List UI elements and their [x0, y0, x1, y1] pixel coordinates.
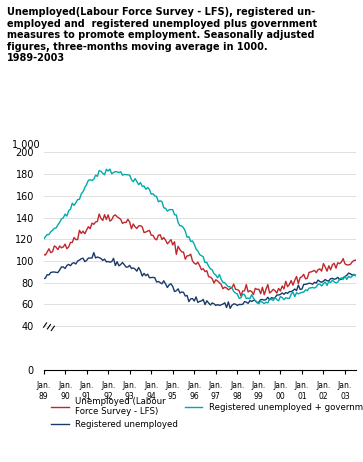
Unemployed (Labour
Force Survey - LFS)	[97, 211, 101, 217]
Text: Jan.: Jan.	[101, 381, 115, 390]
Unemployed (Labour
Force Survey - LFS)	[239, 293, 243, 299]
Text: Jan.: Jan.	[316, 381, 331, 390]
Text: 1 000: 1 000	[12, 140, 40, 150]
Text: Jan.: Jan.	[273, 381, 287, 390]
Unemployed (Labour
Force Survey - LFS)	[133, 224, 137, 230]
Text: 90: 90	[60, 392, 70, 401]
Text: 99: 99	[254, 392, 264, 401]
Line: Registered unemployed + government measures: Registered unemployed + government measu…	[44, 169, 363, 304]
Text: 91: 91	[82, 392, 91, 401]
Unemployed (Labour
Force Survey - LFS)	[68, 240, 73, 245]
Registered unemployed + government measures	[257, 301, 261, 307]
Registered unemployed + government measures	[133, 176, 137, 182]
Text: Jan.: Jan.	[295, 381, 309, 390]
Registered unemployed + government measures	[197, 252, 202, 257]
Text: 98: 98	[233, 392, 242, 401]
Text: Jan.: Jan.	[79, 381, 94, 390]
Text: 96: 96	[189, 392, 199, 401]
Text: Jan.: Jan.	[58, 381, 72, 390]
Registered unemployed	[197, 298, 202, 304]
Text: Jan.: Jan.	[230, 381, 244, 390]
Text: Jan.: Jan.	[187, 381, 201, 390]
Text: Jan.: Jan.	[338, 381, 352, 390]
Registered unemployed	[312, 280, 317, 285]
Registered unemployed	[68, 263, 73, 268]
Registered unemployed	[199, 298, 204, 304]
Text: 97: 97	[211, 392, 221, 401]
Unemployed (Labour
Force Survey - LFS)	[312, 267, 317, 273]
Text: 92: 92	[103, 392, 113, 401]
Text: 95: 95	[168, 392, 178, 401]
Text: Jan.: Jan.	[144, 381, 158, 390]
Text: Jan.: Jan.	[36, 381, 51, 390]
Unemployed (Labour
Force Survey - LFS)	[41, 251, 46, 257]
Unemployed (Labour
Force Survey - LFS)	[199, 267, 204, 273]
Text: Jan.: Jan.	[252, 381, 266, 390]
Registered unemployed	[228, 305, 232, 311]
Registered unemployed	[133, 266, 137, 272]
Text: 93: 93	[125, 392, 135, 401]
Registered unemployed	[41, 276, 46, 281]
Text: 02: 02	[319, 392, 328, 401]
Registered unemployed + government measures	[199, 253, 204, 258]
Text: 00: 00	[276, 392, 285, 401]
Legend: Unemployed (Labour
Force Survey - LFS), Registered unemployed, Registered unempl: Unemployed (Labour Force Survey - LFS), …	[48, 394, 363, 432]
Line: Registered unemployed: Registered unemployed	[44, 253, 363, 308]
Registered unemployed	[90, 255, 94, 261]
Registered unemployed + government measures	[90, 178, 94, 183]
Registered unemployed + government measures	[68, 207, 73, 212]
Registered unemployed + government measures	[41, 237, 46, 242]
Text: Jan.: Jan.	[209, 381, 223, 390]
Text: 01: 01	[297, 392, 307, 401]
Text: 89: 89	[39, 392, 48, 401]
Registered unemployed + government measures	[108, 166, 112, 172]
Registered unemployed	[91, 250, 96, 255]
Unemployed (Labour
Force Survey - LFS)	[197, 263, 202, 268]
Text: 94: 94	[146, 392, 156, 401]
Line: Unemployed (Labour
Force Survey - LFS): Unemployed (Labour Force Survey - LFS)	[44, 214, 363, 296]
Text: Jan.: Jan.	[123, 381, 137, 390]
Text: 03: 03	[340, 392, 350, 401]
Unemployed (Labour
Force Survey - LFS)	[90, 220, 94, 226]
Text: Jan.: Jan.	[166, 381, 180, 390]
Registered unemployed + government measures	[312, 285, 317, 291]
Text: Unemployed(Labour Force Survey - LFS), registered un-
employed and  registered u: Unemployed(Labour Force Survey - LFS), r…	[7, 7, 317, 63]
